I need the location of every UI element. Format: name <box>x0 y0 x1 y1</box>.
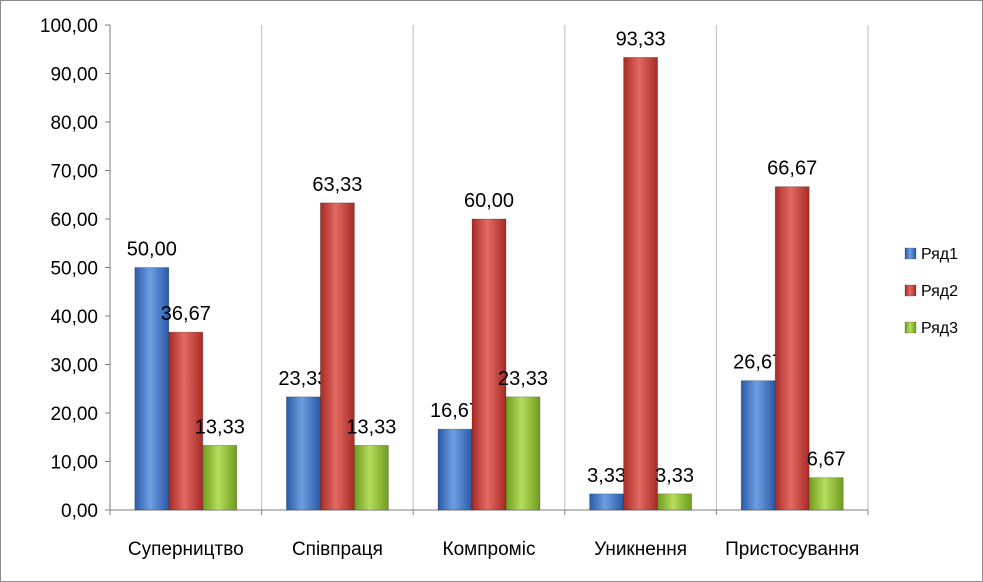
y-tick-label: 40,00 <box>50 307 98 328</box>
x-category-label: Компроміс <box>443 539 536 560</box>
y-tick-label: 70,00 <box>50 162 98 183</box>
data-label: 13,33 <box>346 416 396 438</box>
x-category-label: Суперництво <box>128 539 244 560</box>
y-tick-label: 60,00 <box>50 210 98 231</box>
bar <box>353 444 389 511</box>
data-label: 26,67 <box>733 352 783 374</box>
y-tick-label: 100,00 <box>40 16 98 37</box>
data-label: 13,33 <box>195 416 245 438</box>
x-category-label: Уникнення <box>594 539 687 560</box>
data-label: 23,33 <box>278 368 328 390</box>
y-tick-label: 10,00 <box>50 453 98 474</box>
bar <box>505 396 541 511</box>
bar <box>657 493 692 511</box>
bar <box>774 186 810 511</box>
y-tick-label: 50,00 <box>50 259 98 280</box>
y-tick-label: 20,00 <box>50 404 98 425</box>
y-tick-label: 90,00 <box>50 65 98 86</box>
bar <box>808 477 844 511</box>
y-tick-label: 30,00 <box>50 356 98 377</box>
legend-swatch <box>904 321 917 334</box>
legend-swatch <box>904 247 917 260</box>
bar <box>319 202 355 511</box>
bar <box>285 396 321 511</box>
bar <box>589 493 624 511</box>
bar <box>740 380 776 511</box>
data-label: 3,33 <box>655 465 694 487</box>
bar <box>202 444 238 511</box>
bar <box>437 428 473 511</box>
y-tick-label: 0,00 <box>61 501 98 522</box>
legend-swatch <box>904 284 917 297</box>
bar <box>471 218 507 511</box>
bar <box>134 267 170 511</box>
data-label: 50,00 <box>127 239 177 261</box>
data-label: 23,33 <box>498 368 548 390</box>
bar <box>623 56 658 511</box>
legend-label: Ряд2 <box>921 283 958 300</box>
x-category-label: Пристосування <box>725 539 859 560</box>
data-label: 63,33 <box>312 174 362 196</box>
data-label: 3,33 <box>587 465 626 487</box>
data-label: 36,67 <box>161 303 211 325</box>
legend-label: Ряд3 <box>921 320 958 337</box>
x-category-label: Співпраця <box>292 539 383 560</box>
data-label: 93,33 <box>616 28 666 50</box>
data-label: 6,67 <box>807 449 846 471</box>
bar <box>168 331 204 511</box>
data-label: 66,67 <box>767 158 817 180</box>
data-label: 16,67 <box>430 400 480 422</box>
legend-label: Ряд1 <box>921 246 958 263</box>
data-label: 60,00 <box>464 190 514 212</box>
y-tick-label: 80,00 <box>50 113 98 134</box>
